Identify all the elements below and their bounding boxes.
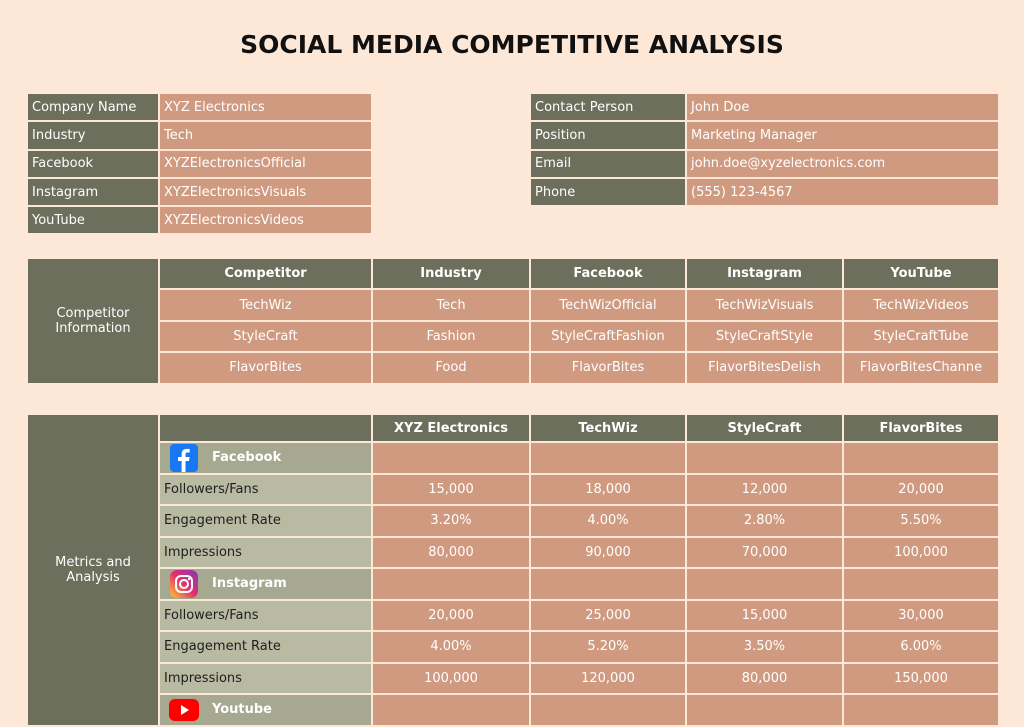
info-label: Facebook [27,149,159,178]
metric-value: 30,000 [843,599,999,631]
competitor-cell: StyleCraft [159,320,372,353]
metric-value: 6.00% [843,631,999,663]
column-header: StyleCraft [686,414,843,442]
metric-value: 3.50% [686,631,843,663]
column-header: YouTube [843,258,999,290]
competitor-cell: FlavorBitesChanne [843,352,999,384]
empty-cell [372,694,530,726]
platform-icon [164,698,204,721]
metric-value: 4.00% [372,631,530,663]
competitor-cell: TechWizVisuals [686,289,843,321]
platform-label: Youtube [159,694,372,726]
competitor-cell: TechWiz [159,289,372,321]
metric-value: 2.80% [686,505,843,537]
contact-label: Email [530,149,686,178]
empty-cell [843,442,999,474]
metric-value: 5.20% [530,631,686,663]
metric-value: 3.20% [372,505,530,537]
metric-label: Followers/Fans [159,473,372,505]
contact-label: Position [530,121,686,150]
info-value: XYZElectronicsOfficial [159,149,372,178]
contact-value: Marketing Manager [686,121,999,150]
metric-value: 100,000 [843,536,999,568]
info-label: YouTube [27,206,159,235]
empty-cell [686,442,843,474]
info-label: Industry [27,121,159,150]
empty-cell [530,442,686,474]
column-header: FlavorBites [843,414,999,442]
metric-value: 12,000 [686,473,843,505]
empty-cell [372,568,530,600]
empty-cell [843,568,999,600]
competitor-cell: StyleCraftFashion [530,320,686,353]
competitor-cell: TechWizVideos [843,289,999,321]
platform-icon [164,569,204,598]
competitor-cell: Fashion [372,320,530,353]
page-title: SOCIAL MEDIA COMPETITIVE ANALYSIS [240,30,784,59]
competitor-cell: FlavorBites [530,352,686,384]
empty-cell [843,694,999,726]
competitor-cell: TechWizOfficial [530,289,686,321]
metric-label: Engagement Rate [159,631,372,663]
column-header: XYZ Electronics [372,414,530,442]
contact-value: john.doe@xyzelectronics.com [686,149,999,178]
empty-cell [530,694,686,726]
column-header: Industry [372,258,530,290]
metric-value: 90,000 [530,536,686,568]
info-label: Instagram [27,177,159,207]
empty-cell [686,694,843,726]
metric-value: 25,000 [530,599,686,631]
info-value: Tech [159,121,372,150]
header-blank [159,414,372,442]
platform-label: Facebook [159,442,372,474]
contact-value: (555) 123-4567 [686,177,999,207]
info-label: Company Name [27,93,159,122]
platform-name: Facebook [212,450,282,466]
metric-value: 70,000 [686,536,843,568]
contact-label: Contact Person [530,93,686,122]
metric-label: Followers/Fans [159,599,372,631]
metric-label: Engagement Rate [159,505,372,537]
platform-icon [164,443,204,472]
section-label: Competitor Information [27,258,159,384]
metric-value: 15,000 [686,599,843,631]
metric-value: 100,000 [372,662,530,694]
competitor-cell: FlavorBitesDelish [686,352,843,384]
metric-value: 80,000 [686,662,843,694]
platform-name: Youtube [212,702,272,718]
column-header: TechWiz [530,414,686,442]
info-value: XYZElectronicsVideos [159,206,372,235]
info-value: XYZ Electronics [159,93,372,122]
metric-value: 20,000 [372,599,530,631]
metric-value: 20,000 [843,473,999,505]
column-header: Instagram [686,258,843,290]
empty-cell [686,568,843,600]
competitor-cell: Food [372,352,530,384]
metric-value: 5.50% [843,505,999,537]
metric-value: 18,000 [530,473,686,505]
platform-label: Instagram [159,568,372,600]
contact-label: Phone [530,177,686,207]
metric-value: 120,000 [530,662,686,694]
platform-name: Instagram [212,576,287,592]
competitor-cell: StyleCraftTube [843,320,999,353]
empty-cell [530,568,686,600]
metric-value: 15,000 [372,473,530,505]
empty-cell [372,442,530,474]
metric-label: Impressions [159,662,372,694]
contact-value: John Doe [686,93,999,122]
competitor-cell: FlavorBites [159,352,372,384]
metric-value: 4.00% [530,505,686,537]
metric-label: Impressions [159,536,372,568]
column-header: Facebook [530,258,686,290]
metric-value: 150,000 [843,662,999,694]
section-label: Metrics and Analysis [27,414,159,726]
competitor-cell: StyleCraftStyle [686,320,843,353]
competitor-cell: Tech [372,289,530,321]
metric-value: 80,000 [372,536,530,568]
column-header: Competitor [159,258,372,290]
info-value: XYZElectronicsVisuals [159,177,372,207]
